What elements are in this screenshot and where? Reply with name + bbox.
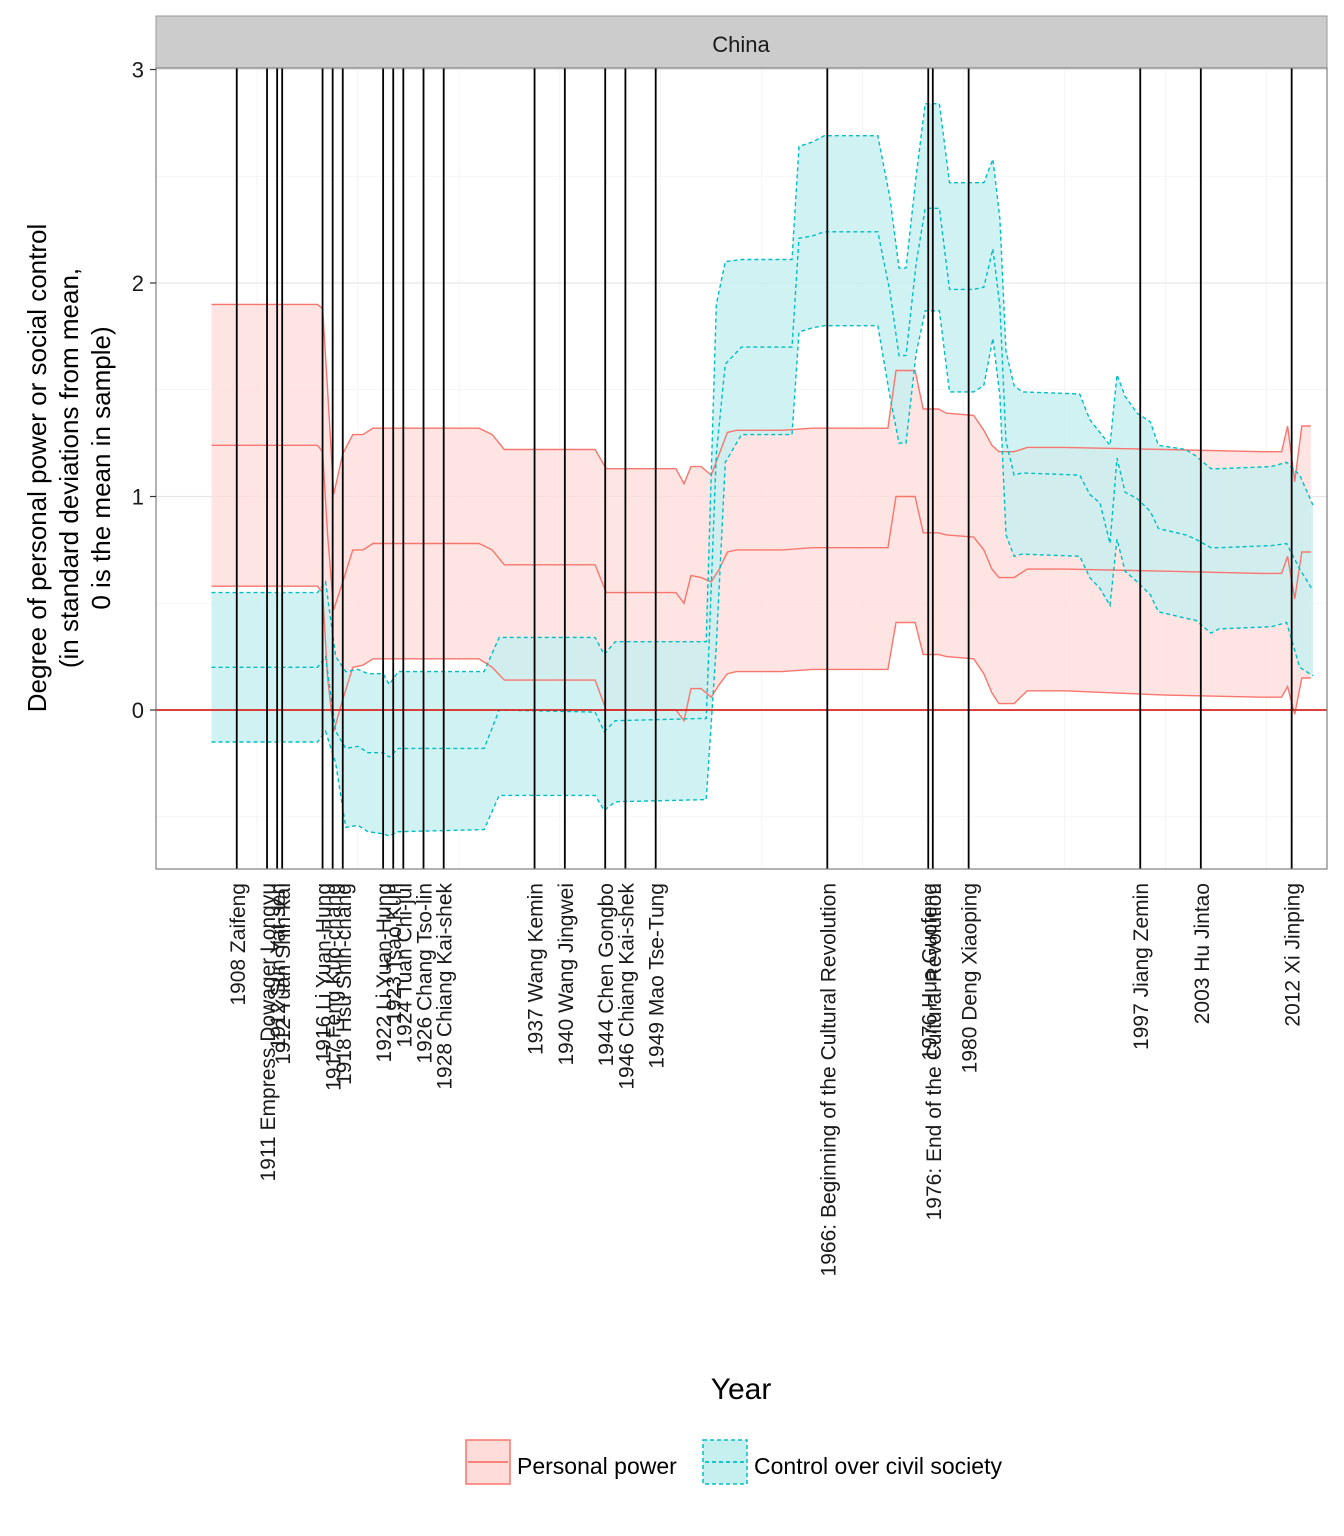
y-axis: 0 1 2 3 [132,58,156,723]
ribbon-control-over-civil-society [211,103,1313,836]
event-label: 1928 Chiang Kai-shek [434,883,457,1090]
y-tick-label: 0 [132,698,144,723]
facet-strip [155,15,1328,69]
event-label: 1923 Tsao Kun [383,883,406,1023]
event-label: 1912 Sun Yat-sen [267,883,290,1049]
legend-item-personal-power: Personal power [465,1439,677,1485]
event-label: 1944 Chen Gongbo [595,883,618,1066]
event-label: 1946 Chiang Kai-shek [615,883,638,1090]
event-label: 1917 Feng Kuo-chang [323,883,346,1091]
event-label: 2003 Hu Jintao [1191,883,1214,1024]
ribbon-personal-power [211,304,1311,732]
y-axis-title-line-3: 0 is the mean in sample) [86,326,116,609]
series-lines [211,102,1314,837]
event-label: 1949 Mao Tse-Tung [646,883,669,1069]
event-label: 1976 Hua Guofeng [918,883,941,1060]
series-line-personal-power-upper [211,303,1311,495]
y-axis-title-line-1: Degree of personal power or social contr… [22,224,52,712]
event-labels: 1908 Zaifeng 1911 Empress Dowager Longyu1… [227,883,1305,1277]
panel-border [155,67,1328,870]
y-tick-label: 1 [132,485,144,510]
legend-label-control-over-civil-society: Control over civil society [754,1453,1002,1479]
legend-label-personal-power: Personal power [517,1453,677,1479]
series-ribbons [211,103,1313,836]
series-line-control-over-civil-society-lower [211,310,1314,837]
event-label: 1976: End of the Cultural Revolution [923,883,946,1220]
event-label: 1922 Li Yuan-Hung [373,883,396,1062]
series-line-control-over-civil-society-estimate [211,207,1314,758]
event-label: 1908 Zaifeng [227,883,250,1006]
event-markers [235,68,1293,869]
series-line-personal-power-estimate [211,444,1311,610]
event-label: 1918 Hsu Shih-chang [333,883,356,1085]
event-label: 1997 Jiang Zemin [1130,883,1153,1050]
event-label: 1924 Tuan Chi-jui [393,883,416,1048]
legend-key-control-over-civil-society [702,1439,748,1485]
y-axis-title-line-2: (in standard deviations from mean, [54,268,84,668]
event-label: 1940 Wang Jingwei [555,883,578,1066]
event-label: 1980 Deng Xiaoping [959,883,982,1073]
y-axis-title: Degree of personal power or social contr… [22,224,116,712]
y-tick-label: 3 [132,58,144,83]
legend: Personal power Control over civil societ… [465,1439,1002,1485]
event-label: 1916 Li Yuan-Hung [313,883,336,1062]
series-line-personal-power-lower [211,585,1311,732]
event-label: 1912 Yuan Shih-kai [272,883,295,1065]
event-label: 1926 Chang Tso-lin [414,883,437,1064]
event-label: 1911 Empress Dowager Longyu [257,883,280,1181]
facet-label: China [712,32,770,57]
event-label: 1966: Beginning of the Cultural Revoluti… [817,883,840,1276]
x-axis-title: Year [711,1373,772,1406]
legend-item-control-over-civil-society: Control over civil society [702,1439,1002,1485]
event-label: 2012 Xi Jinping [1282,883,1305,1027]
event-label: 1937 Wang Kemin [525,883,548,1055]
y-tick-label: 2 [132,271,144,296]
